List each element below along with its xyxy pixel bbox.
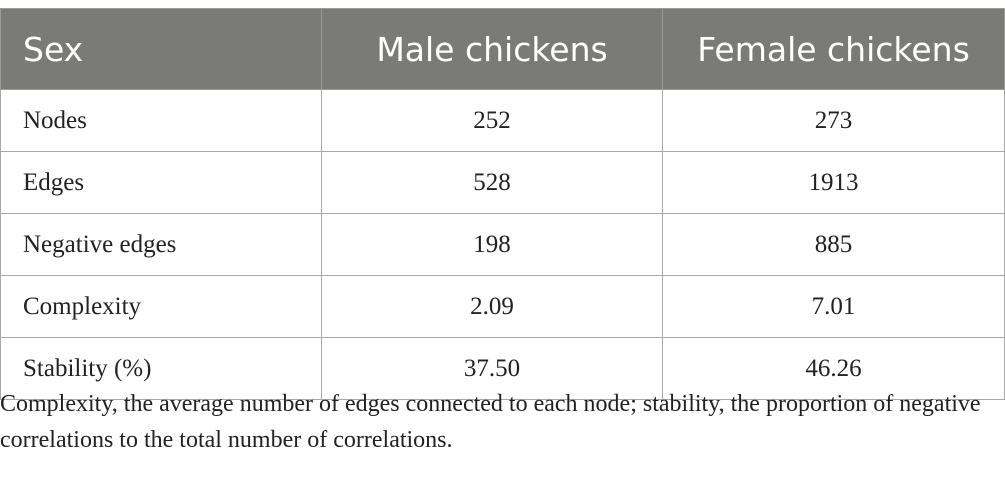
table-row: Edges 528 1913 <box>0 151 1005 214</box>
table-row: Nodes 252 273 <box>0 89 1005 152</box>
row-label: Negative edges <box>0 213 322 276</box>
male-value: 252 <box>321 89 663 152</box>
female-value: 273 <box>662 89 1005 152</box>
row-label: Nodes <box>0 89 322 152</box>
male-value: 2.09 <box>321 275 663 338</box>
network-stats-table-container: Sex Male chickens Female chickens Nodes … <box>0 8 1005 400</box>
network-stats-table: Sex Male chickens Female chickens Nodes … <box>0 8 1005 400</box>
row-label: Stability (%) <box>0 337 322 400</box>
header-row: Sex Male chickens Female chickens <box>0 8 1005 90</box>
male-value: 37.50 <box>321 337 663 400</box>
male-value: 198 <box>321 213 663 276</box>
row-label: Edges <box>0 151 322 214</box>
row-label: Complexity <box>0 275 322 338</box>
table-header: Sex Male chickens Female chickens <box>0 8 1005 90</box>
female-value: 7.01 <box>662 275 1005 338</box>
header-sex: Sex <box>0 8 322 90</box>
header-female-chickens: Female chickens <box>662 8 1005 90</box>
male-value: 528 <box>321 151 663 214</box>
table-footnote: Complexity, the average number of edges … <box>0 391 981 453</box>
female-value: 1913 <box>662 151 1005 214</box>
table-row: Complexity 2.09 7.01 <box>0 275 1005 338</box>
female-value: 885 <box>662 213 1005 276</box>
table-row: Negative edges 198 885 <box>0 213 1005 276</box>
table-body: Nodes 252 273 Edges 528 1913 Negative ed… <box>0 89 1005 400</box>
female-value: 46.26 <box>662 337 1005 400</box>
table-row: Stability (%) 37.50 46.26 <box>0 337 1005 400</box>
header-male-chickens: Male chickens <box>321 8 663 90</box>
